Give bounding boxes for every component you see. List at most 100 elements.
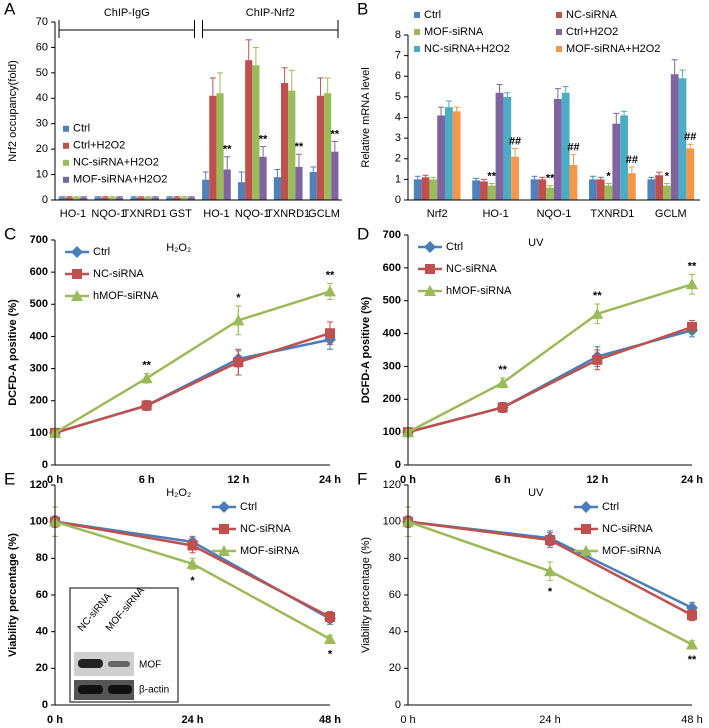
y-tick-label: 100 (383, 516, 401, 528)
x-tick-label: NQO-1 (537, 208, 572, 220)
panel-label: F (357, 469, 367, 488)
group-label-bg (238, 6, 303, 20)
legend-swatch (63, 142, 69, 149)
bar (65, 197, 73, 200)
x-tick-label: 12 h (586, 474, 608, 486)
y-tick-label: 600 (30, 266, 48, 278)
x-tick-label: TXNRD1 (590, 208, 634, 220)
legend-label: NC-siRNA (240, 523, 291, 535)
x-tick-label: NQO-1 (91, 208, 126, 220)
bar (670, 74, 679, 200)
marker (233, 357, 244, 368)
panel-label: D (357, 224, 369, 243)
y-axis-label: DCFD-A positive (%) (7, 299, 19, 406)
blot-band (108, 661, 130, 667)
bar (101, 197, 109, 200)
legend-label: NC-siRNA (93, 268, 144, 280)
marker (591, 307, 604, 319)
bar (216, 93, 224, 200)
legend-swatch (63, 159, 69, 166)
y-tick-label: 100 (383, 426, 401, 438)
x-tick-label: 6 h (495, 474, 511, 486)
legend-label: NC-siRNA (602, 523, 653, 535)
annotation: ** (546, 172, 555, 184)
marker (424, 285, 436, 296)
marker (496, 376, 509, 388)
marker (218, 545, 230, 556)
y-tick-label: 100 (30, 427, 48, 439)
marker (687, 610, 697, 621)
y-tick-label: 100 (30, 516, 48, 528)
panel-label: B (357, 0, 368, 18)
annotation: ** (142, 359, 151, 371)
bar (413, 179, 422, 200)
bar (252, 65, 260, 200)
y-tick-label: 200 (30, 395, 48, 407)
x-tick-label: 6 h (139, 474, 155, 486)
group-label-bg (94, 6, 159, 20)
bar (655, 175, 664, 200)
bar (511, 156, 519, 200)
x-tick-label: HO-1 (482, 208, 508, 220)
y-tick-label: 30 (36, 118, 48, 130)
legend-label: Ctrl+H2O2 (73, 140, 125, 152)
annotation: ** (487, 170, 496, 182)
bar (187, 197, 195, 200)
bar (331, 151, 339, 200)
x-tick-label: 48 h (681, 714, 702, 726)
y-tick-label: 120 (383, 479, 401, 491)
bar (130, 197, 138, 200)
annotation: ** (331, 128, 340, 140)
bar (237, 182, 246, 200)
legend-label: Ctrl (424, 9, 441, 21)
bar (596, 179, 605, 200)
y-tick-label: 40 (36, 626, 48, 638)
y-tick-label: 60 (36, 41, 48, 53)
marker (325, 612, 335, 622)
x-tick-label: 0 h (400, 474, 416, 486)
x-tick-label: 48 h (319, 714, 341, 726)
bar (429, 179, 438, 200)
bar (546, 187, 554, 200)
blot-band (78, 685, 103, 694)
y-tick-label: 0 (42, 699, 48, 711)
bar (58, 197, 66, 200)
bar (80, 197, 88, 200)
annotation: ** (259, 134, 268, 146)
y-tick-label: 70 (36, 16, 48, 28)
marker (324, 285, 336, 297)
y-tick-label: 6 (395, 70, 401, 82)
marker (581, 524, 591, 534)
y-tick-label: 400 (383, 327, 401, 339)
bar (627, 173, 636, 200)
marker (686, 638, 698, 650)
annotation: * (328, 649, 333, 661)
bar (108, 197, 116, 200)
x-tick-label: TXNRD1 (266, 208, 310, 220)
x-tick-label: 24 h (319, 474, 341, 486)
group-bracket (58, 20, 195, 38)
legend-swatch (556, 12, 562, 18)
legend-label: Ctrl (446, 241, 463, 253)
y-tick-label: 600 (383, 262, 401, 274)
marker (186, 557, 199, 569)
series-line (407, 283, 693, 434)
condition-label: UV (528, 487, 544, 499)
x-tick-label: 24 h (539, 714, 560, 726)
y-tick-label: 0 (395, 194, 401, 206)
legend-swatch (63, 176, 69, 183)
bar (209, 95, 217, 200)
annotation: ** (593, 290, 602, 302)
marker (545, 535, 555, 545)
marker (72, 269, 82, 279)
bar (487, 185, 496, 200)
marker (71, 290, 83, 301)
bar (495, 92, 504, 200)
bar (480, 181, 488, 200)
y-tick-label: 50 (36, 67, 48, 79)
legend-label: Ctrl (73, 123, 90, 135)
marker (580, 545, 592, 556)
x-tick-label: 0 h (47, 714, 63, 726)
legend-label: MOF-siRNA (240, 545, 300, 557)
bar (503, 96, 512, 200)
